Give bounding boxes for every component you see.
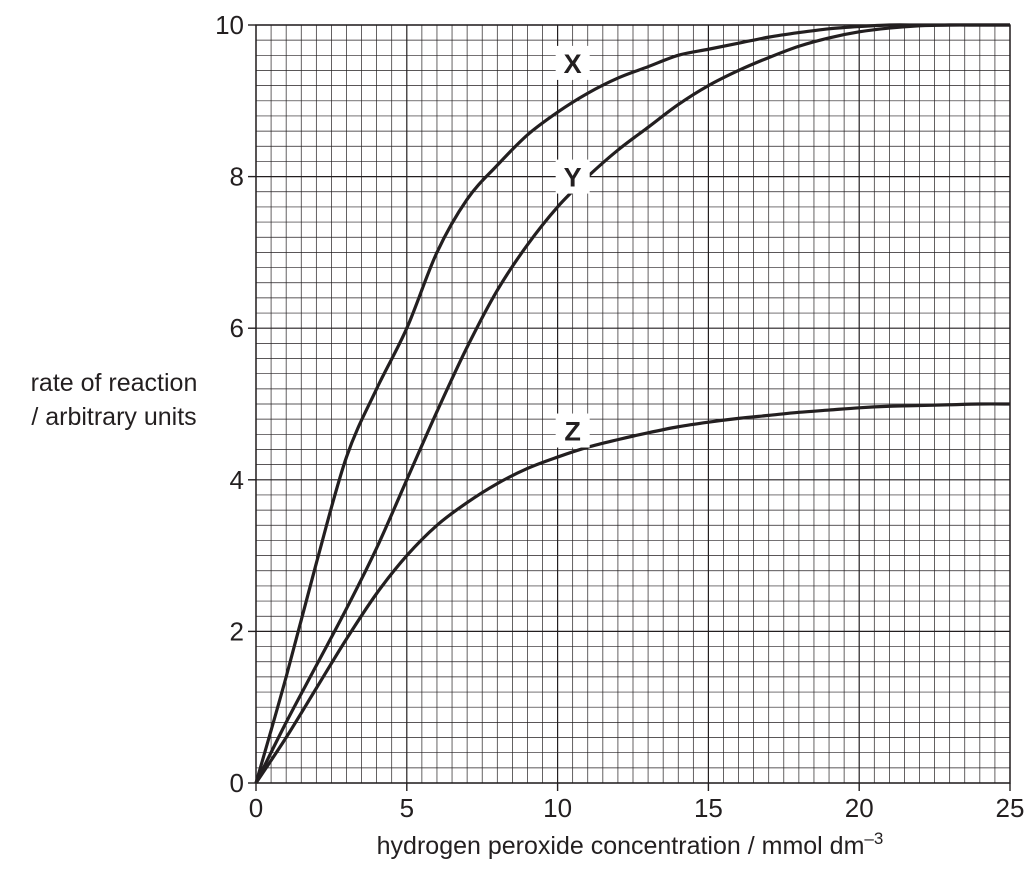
y-axis-label-line-1: rate of reaction — [30, 369, 198, 397]
tick-labels: 0 5 10 15 20 25 0 2 4 6 8 10 — [215, 10, 1024, 823]
series-line-y — [254, 23, 1010, 784]
series-lines — [254, 23, 1011, 784]
x-axis-label-text: hydrogen peroxide concentration / mmol d… — [376, 832, 865, 860]
y-tick-label: 6 — [230, 313, 244, 343]
y-tick-label: 8 — [230, 162, 244, 192]
x-tick-label: 5 — [400, 793, 414, 823]
y-axis-label-line-2: / arbitrary units — [31, 403, 197, 431]
minor-grid — [256, 25, 1010, 783]
series-line-x — [254, 23, 1010, 784]
x-tick-label: 20 — [845, 793, 874, 823]
series-line-z — [254, 402, 1011, 784]
x-tick-label: 25 — [996, 793, 1025, 823]
x-tick-label: 0 — [249, 793, 263, 823]
y-tick-label: 0 — [230, 768, 244, 798]
x-tick-label: 15 — [694, 793, 723, 823]
series-label-bg-x — [555, 45, 590, 80]
series-label-x: X — [564, 49, 582, 79]
series-label-bg-y — [555, 159, 590, 194]
x-axis-label-exponent: –3 — [864, 829, 884, 848]
y-tick-label: 4 — [230, 465, 244, 495]
y-tick-label: 2 — [230, 616, 244, 646]
x-tick-label: 10 — [543, 793, 572, 823]
x-axis-label: hydrogen peroxide concentration / mmol d… — [300, 829, 960, 861]
series-labels: X Y Z — [555, 45, 590, 448]
series-label-bg-z — [555, 413, 590, 448]
y-tick-label: 10 — [215, 10, 244, 40]
series-label-y: Y — [564, 163, 582, 193]
series-label-z: Z — [564, 417, 581, 447]
